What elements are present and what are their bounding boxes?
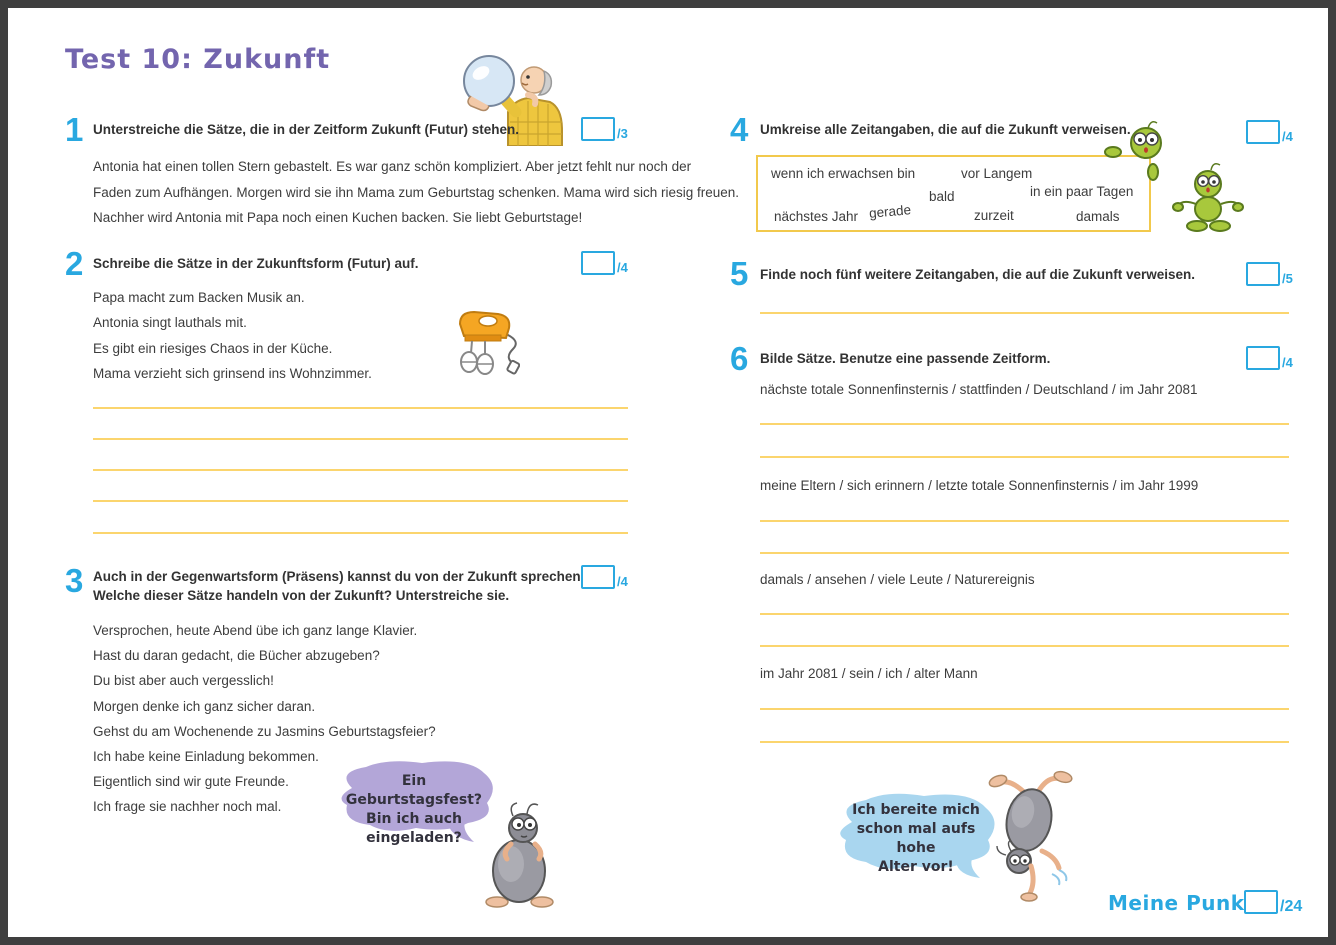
bug-sitting-illustration	[485, 802, 554, 908]
exercise-5-number: 5	[730, 255, 749, 292]
exercise-2-sentences: Papa macht zum Backen Musik an. Antonia …	[93, 285, 372, 386]
answer-line[interactable]	[760, 423, 1289, 425]
time-word[interactable]: zurzeit	[974, 208, 1014, 223]
answer-line[interactable]	[93, 407, 628, 409]
exercise-4-number: 4	[730, 111, 749, 148]
exercise-3-points-box[interactable]	[581, 565, 615, 589]
sentence: Eigentlich sind wir gute Freunde.	[93, 774, 289, 790]
worksheet-page: Test 10: Zukunft 1 Unterstreiche die Sät…	[8, 8, 1328, 937]
exercise-3-points-max: /4	[617, 574, 628, 589]
time-words-box	[756, 155, 1151, 232]
time-word[interactable]: in ein paar Tagen	[1030, 184, 1134, 199]
sentence: Ich habe keine Einladung bekommen.	[93, 749, 319, 765]
exercise-6-prompt: im Jahr 2081 / sein / ich / alter Mann	[760, 666, 978, 681]
speech-bubble-right-text: Ich bereite mich schon mal aufs hohe Alt…	[852, 802, 980, 875]
sentence: Versprochen, heute Abend übe ich ganz la…	[93, 623, 418, 638]
exercise-1-instruction: Unterstreiche die Sätze, die in der Zeit…	[93, 122, 520, 137]
bug-handstand-illustration	[988, 770, 1073, 902]
exercise-5-points-box[interactable]	[1246, 262, 1280, 286]
fortune-teller-illustration	[463, 55, 563, 146]
exercise-2-points: /4	[581, 251, 628, 275]
alien-standing-illustration	[1172, 163, 1244, 232]
sentence: Du bist aber auch vergesslich!	[93, 673, 274, 689]
exercise-2-points-box[interactable]	[581, 251, 615, 275]
exercise-6-number: 6	[730, 340, 749, 377]
answer-line[interactable]	[760, 552, 1289, 554]
speech-bubble-left	[341, 761, 493, 842]
answer-line[interactable]	[93, 532, 628, 534]
hand-mixer-illustration	[458, 310, 520, 375]
exercise-1-paragraph: Antonia hat einen tollen Stern gebastelt…	[93, 159, 740, 225]
page-title: Test 10: Zukunft	[65, 44, 331, 75]
exercise-2-instruction: Schreibe die Sätze in der Zukunftsform (…	[93, 256, 419, 271]
alien-peeking-illustration	[1104, 121, 1162, 181]
answer-line[interactable]	[760, 456, 1289, 458]
time-word[interactable]: damals	[1076, 209, 1120, 224]
exercise-5-points-max: /5	[1282, 271, 1293, 286]
footer-points: /24	[1244, 890, 1303, 915]
exercise-3-instruction-line2: Welche dieser Sätze handeln von der Zuku…	[93, 588, 510, 603]
sentence: Papa macht zum Backen Musik an.	[93, 290, 305, 305]
exercise-6-prompt: nächste totale Sonnenfinsternis / stattf…	[760, 382, 1198, 397]
exercise-3-sentences: Versprochen, heute Abend übe ich ganz la…	[93, 618, 436, 820]
exercise-1-number: 1	[65, 111, 84, 148]
answer-line[interactable]	[760, 741, 1289, 743]
answer-line[interactable]	[93, 438, 628, 440]
sentence: Morgen denke ich ganz sicher daran.	[93, 698, 316, 714]
exercise-3-instruction-line1: Auch in der Gegenwartsform (Präsens) kan…	[93, 569, 585, 584]
exercise-2-number: 2	[65, 245, 84, 282]
answer-line[interactable]	[760, 645, 1289, 647]
sentence: Es gibt ein riesiges Chaos in der Küche.	[93, 340, 333, 356]
exercise-4-points: /4	[1246, 120, 1293, 144]
sentence: Ich frage sie nachher noch mal.	[93, 799, 282, 815]
exercise-6-points-max: /4	[1282, 355, 1293, 370]
exercise-5-points: /5	[1246, 262, 1293, 286]
sentence: Gehst du am Wochenende zu Jasmins Geburt…	[93, 723, 436, 739]
exercise-1-points-box[interactable]	[581, 117, 615, 141]
exercise-3-points: /4	[581, 565, 628, 589]
speech-bubble-left-text: Ein Geburtstagsfest? Bin ich auch eingel…	[345, 773, 483, 846]
exercise-6-instruction: Bilde Sätze. Benutze eine passende Zeitf…	[760, 351, 1051, 366]
time-word[interactable]: nächstes Jahr	[774, 209, 859, 224]
answer-line[interactable]	[760, 708, 1289, 710]
exercise-4-points-box[interactable]	[1246, 120, 1280, 144]
exercise-6-points: /4	[1246, 346, 1293, 370]
time-word[interactable]: vor Langem	[961, 166, 1033, 181]
footer-points-max: /24	[1280, 898, 1303, 915]
sentence: Mama verzieht sich grinsend ins Wohnzimm…	[93, 365, 372, 381]
answer-line[interactable]	[760, 613, 1289, 615]
footer-points-box[interactable]	[1244, 890, 1278, 914]
exercise-6-prompt: meine Eltern / sich erinnern / letzte to…	[760, 478, 1199, 493]
exercise-5-instruction: Finde noch fünf weitere Zeitangaben, die…	[760, 267, 1196, 282]
exercise-2-points-max: /4	[617, 260, 628, 275]
exercise-4-points-max: /4	[1282, 129, 1293, 144]
answer-line[interactable]	[93, 500, 628, 502]
exercise-1-points-max: /3	[617, 126, 628, 141]
answer-line[interactable]	[93, 469, 628, 471]
exercise-4-instruction: Umkreise alle Zeitangaben, die auf die Z…	[760, 122, 1131, 137]
exercise-3-number: 3	[65, 562, 84, 599]
exercise-1-points: /3	[581, 117, 628, 141]
answer-line[interactable]	[760, 312, 1289, 314]
answer-line[interactable]	[760, 520, 1289, 522]
sentence: Hast du daran gedacht, die Bücher abzuge…	[93, 648, 380, 664]
exercise-6-points-box[interactable]	[1246, 346, 1280, 370]
time-word[interactable]: bald	[929, 189, 955, 204]
speech-bubble-right	[840, 793, 995, 878]
exercise-6-prompt: damals / ansehen / viele Leute / Naturer…	[760, 572, 1035, 587]
time-word[interactable]: wenn ich erwachsen bin	[771, 166, 916, 181]
sentence: Antonia singt lauthals mit.	[93, 315, 247, 331]
